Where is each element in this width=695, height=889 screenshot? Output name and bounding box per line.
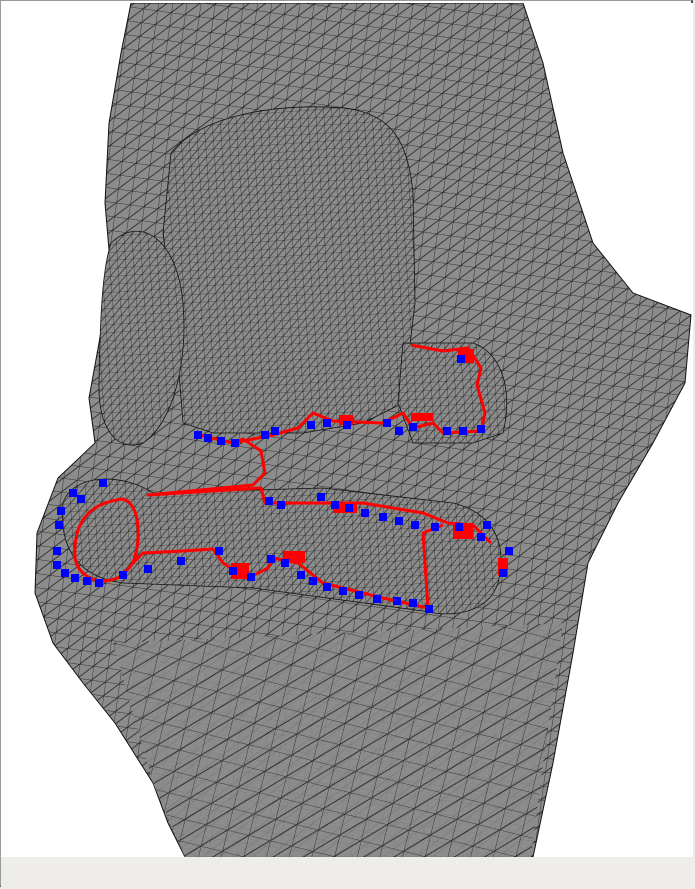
blue-marker xyxy=(443,427,451,435)
blue-marker xyxy=(317,493,325,501)
blue-marker xyxy=(307,421,315,429)
blue-marker xyxy=(477,533,485,541)
blue-marker xyxy=(217,437,225,445)
status-bar xyxy=(1,857,694,888)
blue-marker xyxy=(99,479,107,487)
blue-marker xyxy=(455,523,463,531)
blue-marker xyxy=(177,557,185,565)
blue-marker xyxy=(395,427,403,435)
blue-marker xyxy=(411,521,419,529)
blue-marker xyxy=(345,504,353,512)
mesh-lower-shaft xyxy=(113,623,563,857)
blue-marker xyxy=(271,427,279,435)
blue-marker xyxy=(409,599,417,607)
blue-marker xyxy=(425,605,433,613)
blue-marker xyxy=(499,569,507,577)
blue-marker xyxy=(355,591,363,599)
mesh-upper-bone xyxy=(162,106,416,434)
blue-marker xyxy=(229,567,237,575)
blue-marker xyxy=(204,434,212,442)
blue-marker xyxy=(261,431,269,439)
blue-marker xyxy=(53,561,61,569)
blue-marker xyxy=(144,565,152,573)
blue-marker xyxy=(459,427,467,435)
blue-marker xyxy=(483,521,491,529)
blue-marker xyxy=(267,555,275,563)
blue-marker xyxy=(309,577,317,585)
3d-mesh-viewport[interactable] xyxy=(3,3,693,857)
mesh-render xyxy=(34,3,692,857)
blue-marker xyxy=(457,355,465,363)
blue-marker xyxy=(265,497,273,505)
blue-marker xyxy=(323,419,331,427)
blue-marker xyxy=(119,571,127,579)
blue-marker xyxy=(339,587,347,595)
mesh-lower-bone xyxy=(61,478,502,615)
blue-marker xyxy=(61,569,69,577)
blue-marker xyxy=(505,547,513,555)
mesh-left-bulge xyxy=(98,231,185,446)
blue-marker xyxy=(194,431,202,439)
blue-marker xyxy=(361,509,369,517)
blue-marker xyxy=(383,419,391,427)
blue-marker xyxy=(231,439,239,447)
blue-marker xyxy=(395,517,403,525)
blue-marker xyxy=(281,559,289,567)
blue-marker xyxy=(69,489,77,497)
blue-marker xyxy=(215,547,223,555)
blue-marker xyxy=(53,547,61,555)
blue-marker xyxy=(83,577,91,585)
blue-markers xyxy=(53,355,513,613)
blue-marker xyxy=(393,597,401,605)
blue-marker xyxy=(55,521,63,529)
blue-marker xyxy=(373,595,381,603)
blue-marker xyxy=(323,583,331,591)
blue-marker xyxy=(331,501,339,509)
blue-marker xyxy=(77,495,85,503)
blue-marker xyxy=(95,579,103,587)
blue-marker xyxy=(277,501,285,509)
blue-marker xyxy=(477,425,485,433)
blue-marker xyxy=(71,574,79,582)
blue-marker xyxy=(431,523,439,531)
blue-marker xyxy=(343,421,351,429)
blue-marker xyxy=(247,573,255,581)
blue-marker xyxy=(379,513,387,521)
blue-marker xyxy=(297,571,305,579)
blue-marker xyxy=(57,507,65,515)
blue-marker xyxy=(409,423,417,431)
